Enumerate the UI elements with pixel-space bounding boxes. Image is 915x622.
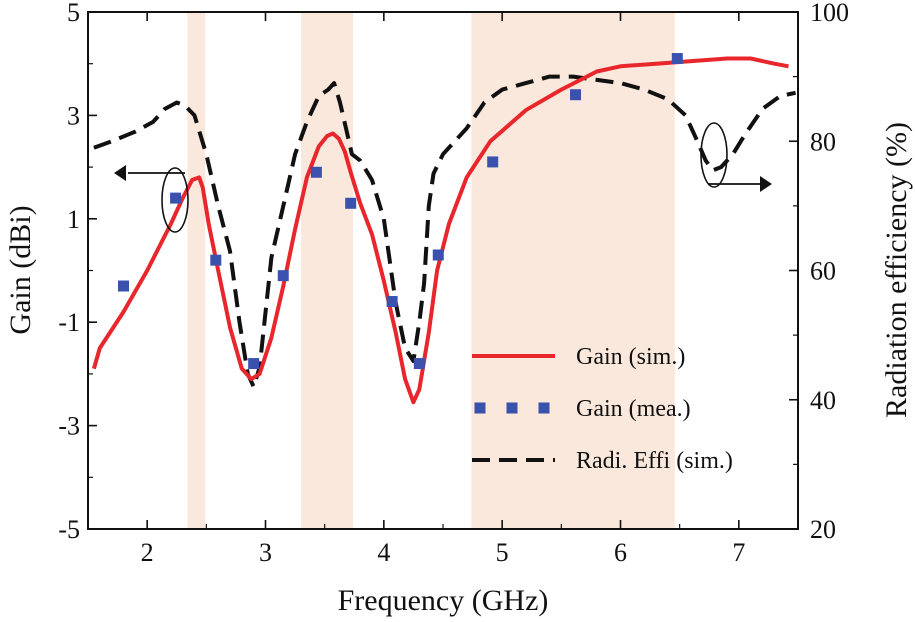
gain-mea-marker bbox=[118, 280, 129, 292]
gain-mea-marker bbox=[413, 358, 425, 370]
gain-mea-marker bbox=[248, 358, 260, 370]
legend-swatch-gain-mea bbox=[506, 402, 518, 414]
legend-swatch-gain-mea bbox=[538, 402, 550, 414]
legend-label: Gain (sim.) bbox=[576, 344, 685, 370]
y-left-tick-label: -5 bbox=[58, 515, 80, 544]
gain-mea-marker bbox=[487, 156, 499, 168]
band-2 bbox=[301, 12, 354, 529]
x-tick-label: 4 bbox=[377, 538, 390, 567]
y-right-axis-title: Radiation efficiency (%) bbox=[880, 122, 913, 418]
y-right-tick-label: 40 bbox=[810, 386, 836, 415]
y-right-tick-label: 80 bbox=[810, 127, 836, 156]
x-tick-label: 5 bbox=[496, 538, 509, 567]
y-left-tick-label: 3 bbox=[67, 101, 80, 130]
gain-mea-marker bbox=[671, 53, 683, 65]
y-right-tick-label: 60 bbox=[810, 257, 836, 286]
gain-mea-marker bbox=[432, 249, 444, 261]
legend-swatch-gain-mea bbox=[474, 402, 486, 414]
x-tick-label: 2 bbox=[141, 538, 154, 567]
x-tick-label: 6 bbox=[614, 538, 627, 567]
gain-mea-marker bbox=[570, 89, 582, 101]
y-left-tick-label: 1 bbox=[67, 205, 80, 234]
axis-ticks: 2 3 4 5 6 7 5 3 1 -1 -3 -5 100 80 60 40 20 bbox=[58, 0, 849, 567]
legend: Gain (sim.) Gain (mea.) Radi. Effi (sim.) bbox=[472, 344, 733, 474]
gain-mea-marker bbox=[170, 192, 182, 204]
x-tick-label: 7 bbox=[732, 538, 745, 567]
y-right-tick-label: 100 bbox=[810, 0, 849, 27]
left-axis-indicator-ellipse bbox=[161, 167, 189, 233]
legend-label: Gain (mea.) bbox=[576, 396, 691, 422]
x-tick-label: 3 bbox=[259, 538, 272, 567]
gain-mea-marker bbox=[310, 166, 322, 178]
series-layer bbox=[91, 53, 797, 405]
series-gain-sim-line bbox=[91, 56, 789, 405]
gain-mea-marker bbox=[210, 254, 222, 266]
left-arrow-icon bbox=[114, 165, 126, 181]
right-axis-indicator-ellipse bbox=[700, 122, 728, 188]
band-1 bbox=[187, 12, 206, 529]
y-right-tick-label: 20 bbox=[810, 515, 836, 544]
series-gain-mea bbox=[118, 53, 683, 370]
gain-mea-marker bbox=[386, 296, 398, 308]
gain-mea-marker bbox=[277, 270, 289, 282]
y-left-tick-label: -3 bbox=[58, 412, 80, 441]
y-left-tick-label: -1 bbox=[58, 308, 80, 337]
y-left-axis-title: Gain (dBi) bbox=[4, 205, 37, 334]
y-left-tick-label: 5 bbox=[67, 0, 80, 27]
x-axis-title: Frequency (GHz) bbox=[338, 584, 549, 617]
annotations bbox=[114, 122, 772, 233]
legend-label: Radi. Effi (sim.) bbox=[576, 448, 733, 474]
gain-mea-marker bbox=[345, 197, 357, 209]
right-arrow-icon bbox=[760, 176, 772, 192]
